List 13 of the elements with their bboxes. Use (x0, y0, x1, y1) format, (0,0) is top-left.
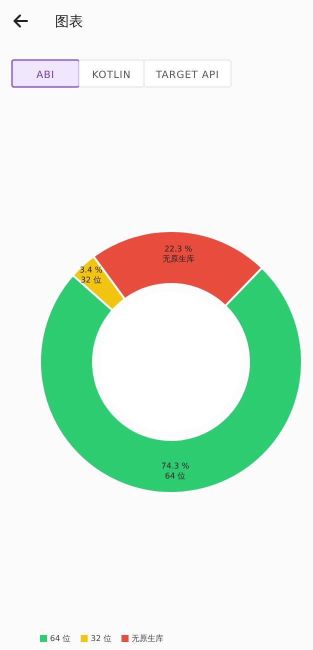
text: ABI (36, 70, 55, 81)
slice-label: 64 位 (164, 471, 186, 480)
text: KOTLIN (92, 70, 131, 81)
text: TARGET API (154, 70, 220, 81)
data-label: 74.3 % (161, 461, 190, 470)
legend-label: 64 位 (50, 634, 71, 643)
slice-label: 32 位 (80, 275, 102, 284)
data-label: 3.4 % (80, 265, 103, 274)
legend-label: 无原生库 (131, 634, 164, 643)
data-label: 22.3 % (164, 244, 193, 254)
slice-label: 无原生库 (162, 254, 194, 264)
legend-label: 32 位 (90, 634, 112, 643)
chart-title: 图表 (55, 14, 83, 30)
